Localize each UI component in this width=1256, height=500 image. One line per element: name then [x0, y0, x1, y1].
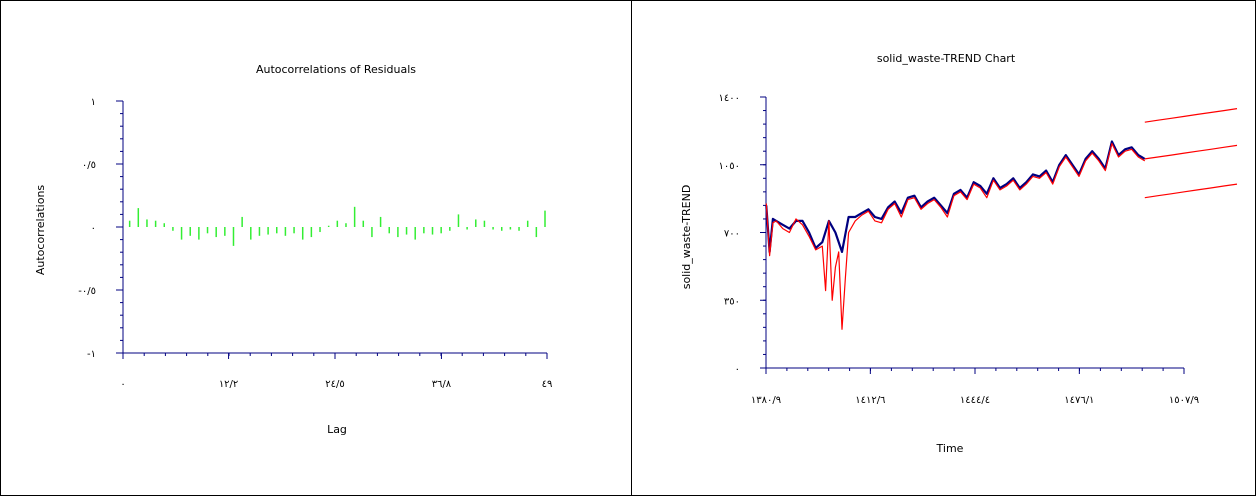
trend-title: solid_waste-TREND Chart	[877, 52, 1016, 65]
trend-series-observed	[765, 140, 1146, 253]
trend-x-label: Time	[936, 442, 964, 455]
trend-y-tick-label: ٧٠٠	[724, 229, 740, 240]
trend-x-tick-label: ١٥٠٧/٩	[1169, 395, 1199, 406]
trend-series-fitted	[765, 142, 1146, 330]
trend-series-lower	[1144, 183, 1238, 199]
trend-y-label: solid_waste-TREND	[680, 185, 693, 290]
acf-x-tick-label: ٢٤/٥	[325, 379, 344, 390]
trend-series-forecast	[1144, 144, 1238, 160]
acf-y-label: Autocorrelations	[34, 185, 47, 276]
trend-x-tick-label: ١٣٨٠/٩	[751, 395, 781, 406]
trend-x-tick-label: ١٤٤٤/٤	[960, 395, 990, 406]
trend-y-tick-label: ٠	[735, 364, 740, 375]
acf-x-label: Lag	[327, 423, 347, 436]
acf-title: Autocorrelations of Residuals	[256, 63, 416, 76]
acf-y-tick-label: -٠/٥	[78, 286, 96, 297]
acf-x-tick-label: ٣٦/٨	[432, 379, 452, 390]
acf-x-tick-label: ١٢/٢	[219, 379, 238, 390]
trend-plot: ٠ ٣٥٠ ٧٠٠ ١٠٥٠ ١٤٠٠ ١٣٨٠/٩ ١٤١٢/٦ ١٤٤٤/٤ ١٤٧٦/١ ١…	[719, 93, 1238, 406]
trend-y-tick-label: ٣٥٠	[724, 296, 740, 307]
trend-x-tick-label: ١٤١٢/٦	[855, 395, 885, 406]
acf-plot: ١ ٠/٥ ٠ -٠/٥ -١ ٠ ١٢/٢ ٢٤/٥ ٣٦/٨ ٤٩	[78, 97, 552, 390]
acf-y-tick-label: -١	[87, 349, 96, 360]
trend-y-tick-label: ١٤٠٠	[719, 93, 740, 104]
trend-series-upper	[1144, 108, 1238, 123]
trend-x-tick-label: ١٤٧٦/١	[1064, 395, 1094, 406]
acf-y-tick-label: ٠	[91, 223, 96, 234]
acf-x-tick-label: ٤٩	[542, 379, 553, 390]
acf-y-tick-label: ١	[91, 97, 96, 108]
acf-x-tick-label: ٠	[120, 379, 125, 390]
acf-y-tick-label: ٠/٥	[82, 160, 96, 171]
trend-y-tick-label: ١٠٥٠	[719, 161, 740, 172]
